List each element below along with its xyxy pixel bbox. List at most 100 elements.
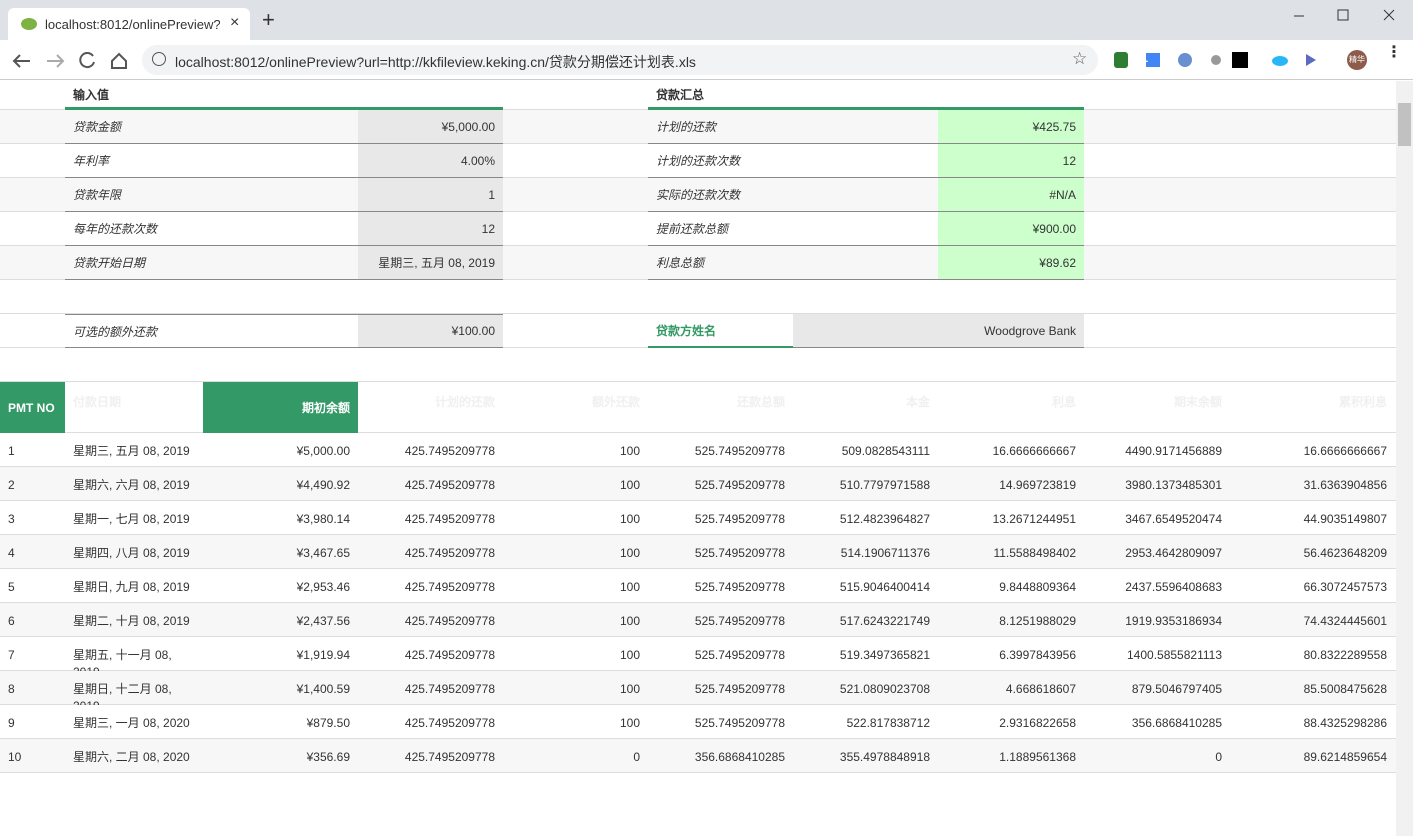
table-cell: 1 bbox=[8, 444, 15, 458]
table-cell: 11.5588498402 bbox=[993, 546, 1076, 560]
summary-value: ¥89.62 bbox=[938, 246, 1084, 280]
table-header: 还款总额 bbox=[736, 395, 785, 409]
input-value: 12 bbox=[358, 212, 503, 246]
table-cell: 10 bbox=[8, 750, 22, 764]
table-cell: 4.668618607 bbox=[1005, 682, 1076, 696]
table-cell: 66.3072457573 bbox=[1303, 580, 1387, 594]
tab[interactable]: localhost:8012/onlinePreview? × bbox=[8, 8, 250, 40]
table-cell: 525.7495209778 bbox=[694, 716, 785, 730]
table-header: 计划的还款 bbox=[434, 395, 495, 409]
table-cell: 9.8448809364 bbox=[999, 580, 1076, 594]
table-cell: 356.6868410285 bbox=[694, 750, 785, 764]
input-label: 每年的还款次数 bbox=[65, 212, 358, 246]
date-cell: 星期六, 二月 08, 2020 bbox=[73, 750, 190, 764]
table-cell: 14.969723819 bbox=[999, 478, 1076, 492]
date-cell: 星期三, 一月 08, 2020 bbox=[73, 716, 190, 730]
input-label: 贷款金额 bbox=[65, 110, 358, 144]
table-cell: 515.9046400414 bbox=[839, 580, 930, 594]
menu[interactable]: ⋮ bbox=[1386, 44, 1402, 61]
table-cell: 521.0809023708 bbox=[839, 682, 930, 696]
row-band bbox=[0, 637, 1396, 671]
summary-value: #N/A bbox=[938, 178, 1084, 212]
tab-title: localhost:8012/onlinePreview? bbox=[45, 17, 220, 32]
omnibox[interactable]: localhost:8012/onlinePreview?url=http://… bbox=[142, 45, 1098, 75]
table-cell: 525.7495209778 bbox=[694, 580, 785, 594]
toolbar: localhost:8012/onlinePreview?url=http://… bbox=[0, 40, 1413, 80]
row-band bbox=[0, 569, 1396, 603]
table-cell: 522.817838712 bbox=[846, 716, 930, 730]
table-cell: 514.1906711376 bbox=[840, 546, 930, 560]
table-cell: 510.7797971588 bbox=[839, 478, 930, 492]
summary-value: ¥425.75 bbox=[938, 110, 1084, 144]
summary-value: ¥900.00 bbox=[938, 212, 1084, 246]
summary-label: 计划的还款 bbox=[648, 110, 938, 144]
table-cell: ¥4,490.92 bbox=[296, 478, 350, 492]
table-header: 累积利息 bbox=[1338, 395, 1387, 409]
summary-label: 利息总额 bbox=[648, 246, 938, 280]
date-cell: 星期四, 八月 08, 2019 bbox=[73, 546, 190, 560]
scroll-thumb[interactable] bbox=[1398, 103, 1411, 146]
table-cell: 3980.1373485301 bbox=[1125, 478, 1222, 492]
row-band bbox=[0, 705, 1396, 739]
table-cell: 879.5046797405 bbox=[1131, 682, 1222, 696]
extensions[interactable] bbox=[1110, 50, 1300, 70]
new-tab[interactable]: + bbox=[262, 7, 275, 32]
table-cell: 4 bbox=[8, 546, 15, 560]
table-header: PMT NO bbox=[0, 382, 65, 433]
scrollbar[interactable] bbox=[1396, 81, 1413, 836]
table-header: 付款日期 bbox=[73, 395, 122, 409]
table-cell: 425.7495209778 bbox=[404, 614, 495, 628]
sheet: 输入值 贷款汇总 贷款金额 ¥5,000.00 计划的还款 ¥425.75 年利率 4.00%… bbox=[0, 81, 1396, 836]
table-cell: 509.0828543111 bbox=[841, 444, 930, 458]
table-cell: 2 bbox=[8, 478, 15, 492]
table-cell: 425.7495209778 bbox=[404, 750, 495, 764]
table-cell: 100 bbox=[619, 614, 640, 628]
date-cell: 星期五, 十一月 08, 2019 bbox=[73, 648, 172, 671]
table-cell: 519.3497365821 bbox=[839, 648, 930, 662]
row-band bbox=[0, 671, 1396, 705]
table-cell: 100 bbox=[619, 478, 640, 492]
lender-label: 贷款方姓名 bbox=[648, 314, 793, 348]
table-cell: 425.7495209778 bbox=[404, 444, 495, 458]
table-cell: 1.1889561368 bbox=[999, 750, 1076, 764]
window-controls[interactable] bbox=[1280, 0, 1413, 32]
row-band bbox=[0, 178, 1396, 212]
table-cell: 80.8322289558 bbox=[1303, 648, 1387, 662]
row-band bbox=[0, 144, 1396, 178]
table-cell: 16.6666666667 bbox=[1303, 444, 1387, 458]
table-cell: 512.4823964827 bbox=[839, 512, 930, 526]
tab-close[interactable]: × bbox=[230, 14, 240, 31]
table-cell: 425.7495209778 bbox=[404, 478, 495, 492]
date-cell: 星期二, 十月 08, 2019 bbox=[73, 614, 190, 628]
table-cell: 100 bbox=[619, 682, 640, 696]
table-cell: 356.6868410285 bbox=[1131, 716, 1222, 730]
table-cell: 13.2671244951 bbox=[992, 512, 1076, 526]
date-cell: 星期日, 十二月 08, 2019 bbox=[73, 682, 172, 705]
table-cell: 425.7495209778 bbox=[404, 512, 495, 526]
table-cell: ¥5,000.00 bbox=[296, 444, 350, 458]
nav-buttons[interactable] bbox=[0, 40, 140, 80]
extension[interactable] bbox=[1300, 50, 1324, 70]
table-cell: 100 bbox=[619, 716, 640, 730]
table-cell: 100 bbox=[619, 512, 640, 526]
date-cell: 星期六, 六月 08, 2019 bbox=[73, 478, 190, 492]
table-cell: 89.6214859654 bbox=[1303, 750, 1387, 764]
star[interactable]: ☆ bbox=[1072, 49, 1088, 68]
row-band bbox=[0, 110, 1396, 144]
table-cell: 425.7495209778 bbox=[404, 716, 495, 730]
table-cell: 425.7495209778 bbox=[404, 682, 495, 696]
table-cell: 425.7495209778 bbox=[404, 648, 495, 662]
date-cell: 星期三, 五月 08, 2019 bbox=[73, 444, 190, 458]
table-cell: 525.7495209778 bbox=[694, 682, 785, 696]
url: localhost:8012/onlinePreview?url=http://… bbox=[175, 54, 696, 70]
table-cell: ¥1,919.94 bbox=[296, 648, 350, 662]
input-value: 星期三, 五月 08, 2019 bbox=[358, 246, 503, 280]
input-value: 4.00% bbox=[358, 144, 503, 178]
avatar[interactable]: 精华 bbox=[1347, 50, 1367, 70]
row-band bbox=[0, 739, 1396, 773]
table-header: 期末余额 bbox=[1173, 395, 1222, 409]
table-cell: ¥3,467.65 bbox=[296, 546, 350, 560]
table-cell: 85.5008475628 bbox=[1303, 682, 1387, 696]
table-cell: 74.4324445601 bbox=[1303, 614, 1387, 628]
